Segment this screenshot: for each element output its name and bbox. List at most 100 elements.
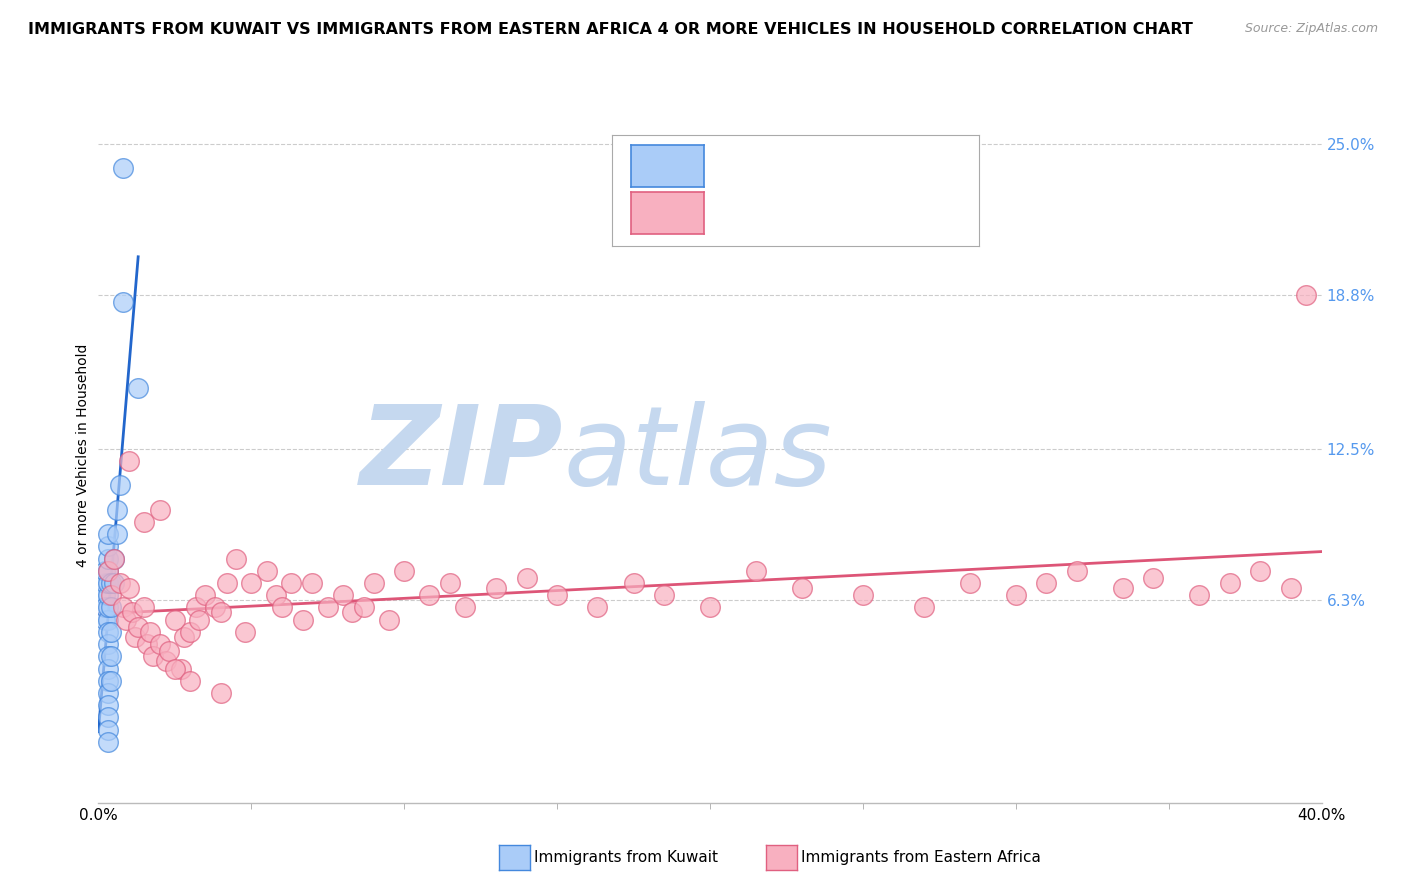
Point	[97, 613, 120, 627]
Point	[225, 551, 247, 566]
Point	[100, 624, 122, 639]
Point	[233, 624, 256, 639]
Point	[270, 600, 292, 615]
Point	[586, 600, 609, 615]
Point	[418, 588, 440, 602]
Point	[100, 576, 122, 591]
Point	[1279, 581, 1302, 595]
Point	[108, 478, 131, 492]
Point	[157, 644, 180, 658]
Point	[142, 649, 165, 664]
Point	[103, 551, 125, 566]
Point	[97, 649, 120, 664]
Point	[179, 624, 201, 639]
Point	[97, 698, 120, 713]
Point	[105, 527, 128, 541]
Point	[188, 613, 211, 627]
Point	[139, 624, 162, 639]
Point	[745, 564, 768, 578]
Text: atlas: atlas	[564, 401, 832, 508]
Point	[301, 576, 323, 591]
Point	[209, 606, 232, 620]
Point	[546, 588, 568, 602]
Point	[105, 503, 128, 517]
Point	[215, 576, 238, 591]
Point	[127, 381, 149, 395]
Point	[97, 564, 120, 578]
Point	[103, 551, 125, 566]
Point	[1004, 588, 1026, 602]
Point	[316, 600, 339, 615]
Point	[194, 588, 217, 602]
Point	[353, 600, 375, 615]
Point	[280, 576, 302, 591]
Point	[111, 161, 134, 175]
Point	[93, 564, 115, 578]
Point	[136, 637, 159, 651]
Point	[100, 588, 122, 602]
Point	[378, 613, 401, 627]
Point	[1188, 588, 1211, 602]
Point	[108, 576, 131, 591]
Point	[134, 600, 156, 615]
Text: Immigrants from Kuwait: Immigrants from Kuwait	[534, 850, 718, 864]
Point	[97, 637, 120, 651]
Point	[790, 581, 813, 595]
Text: R = 0.145: R = 0.145	[716, 203, 807, 222]
Point	[97, 588, 120, 602]
Point	[173, 630, 195, 644]
Text: N = 36: N = 36	[838, 157, 901, 175]
Point	[332, 588, 354, 602]
Point	[699, 600, 721, 615]
Point	[97, 551, 120, 566]
Point	[163, 613, 186, 627]
Point	[97, 527, 120, 541]
Point	[392, 564, 416, 578]
Point	[93, 588, 115, 602]
Point	[163, 661, 186, 675]
Point	[97, 673, 120, 688]
Point	[97, 710, 120, 724]
Point	[1295, 288, 1317, 302]
Point	[485, 581, 508, 595]
Point	[652, 588, 675, 602]
Point	[97, 564, 120, 578]
Text: ZIP: ZIP	[360, 401, 564, 508]
Point	[1035, 576, 1057, 591]
Point	[264, 588, 287, 602]
Point	[115, 613, 138, 627]
Point	[155, 654, 177, 668]
Point	[118, 581, 141, 595]
Point	[363, 576, 385, 591]
Point	[97, 540, 120, 554]
Point	[127, 620, 149, 634]
Text: N = 74: N = 74	[838, 203, 901, 222]
Point	[623, 576, 645, 591]
Text: IMMIGRANTS FROM KUWAIT VS IMMIGRANTS FROM EASTERN AFRICA 4 OR MORE VEHICLES IN H: IMMIGRANTS FROM KUWAIT VS IMMIGRANTS FRO…	[28, 22, 1194, 37]
Point	[93, 613, 115, 627]
Text: Immigrants from Eastern Africa: Immigrants from Eastern Africa	[801, 850, 1042, 864]
Point	[1066, 564, 1088, 578]
Point	[516, 571, 538, 585]
Point	[959, 576, 981, 591]
Point	[149, 503, 172, 517]
Point	[1142, 571, 1164, 585]
Point	[149, 637, 172, 651]
Point	[209, 686, 232, 700]
Point	[1219, 576, 1241, 591]
Point	[97, 600, 120, 615]
Text: Source: ZipAtlas.com: Source: ZipAtlas.com	[1244, 22, 1378, 36]
Point	[100, 649, 122, 664]
Point	[100, 600, 122, 615]
Point	[134, 515, 156, 529]
Point	[121, 606, 143, 620]
Point	[97, 686, 120, 700]
Point	[93, 600, 115, 615]
Point	[204, 600, 226, 615]
Point	[97, 723, 120, 737]
Point	[97, 661, 120, 675]
Point	[1112, 581, 1135, 595]
Point	[439, 576, 461, 591]
Point	[179, 673, 201, 688]
Point	[186, 600, 208, 615]
